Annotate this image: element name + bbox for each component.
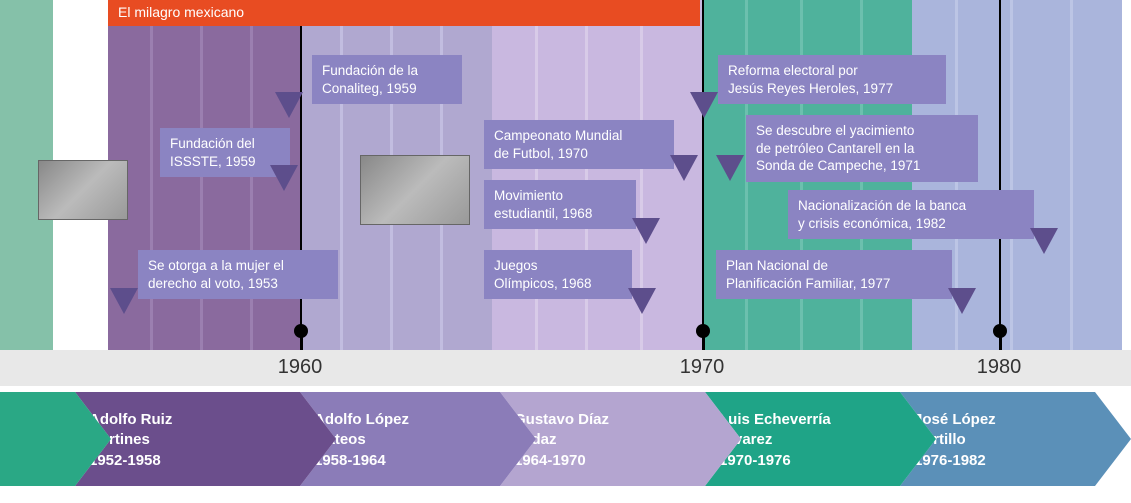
bg-stripe bbox=[1070, 0, 1073, 350]
presidents-row: Adolfo RuizCortines1952-1958Adolfo López… bbox=[0, 392, 1131, 486]
arrow-down-icon bbox=[1030, 228, 1058, 254]
axis-arrow-icon bbox=[1113, 350, 1131, 386]
event-box: JuegosOlímpicos, 1968 bbox=[484, 250, 632, 299]
axis-dot-icon bbox=[696, 324, 710, 338]
arrow-down-icon bbox=[632, 218, 660, 244]
event-box: Fundación de laConaliteg, 1959 bbox=[312, 55, 462, 104]
era-banner: El milagro mexicano bbox=[108, 0, 700, 26]
president-arrow bbox=[0, 392, 75, 486]
axis-year-label: 1960 bbox=[278, 356, 323, 379]
event-box: Reforma electoral porJesús Reyes Heroles… bbox=[718, 55, 946, 104]
event-box: Se descubre el yacimientode petróleo Can… bbox=[746, 115, 978, 182]
photo-placeholder bbox=[360, 155, 470, 225]
time-axis: 1960 1970 1980 bbox=[0, 350, 1131, 386]
decade-divider bbox=[702, 0, 704, 350]
axis-dot-icon bbox=[993, 324, 1007, 338]
timeline-diagram: El milagro mexicano Fundación de laConali… bbox=[0, 0, 1131, 503]
arrow-down-icon bbox=[110, 288, 138, 314]
arrow-down-icon bbox=[270, 165, 298, 191]
event-box: Movimientoestudiantil, 1968 bbox=[484, 180, 636, 229]
bg-stripe bbox=[1010, 0, 1013, 350]
arrow-down-icon bbox=[670, 155, 698, 181]
decade-divider bbox=[999, 0, 1001, 350]
photo-placeholder bbox=[38, 160, 128, 220]
event-box: Plan Nacional dePlanificación Familiar, … bbox=[716, 250, 952, 299]
bg-stripe bbox=[340, 0, 343, 350]
arrow-down-icon bbox=[628, 288, 656, 314]
upper-region: El milagro mexicano Fundación de laConali… bbox=[0, 0, 1131, 350]
axis-dot-icon bbox=[294, 324, 308, 338]
arrow-down-icon bbox=[948, 288, 976, 314]
axis-year-label: 1980 bbox=[977, 356, 1022, 379]
event-box: Se otorga a la mujer elderecho al voto, … bbox=[138, 250, 338, 299]
event-box: Campeonato Mundialde Futbol, 1970 bbox=[484, 120, 674, 169]
arrow-down-icon bbox=[716, 155, 744, 181]
arrow-down-icon bbox=[690, 92, 718, 118]
event-box: Nacionalización de la bancay crisis econ… bbox=[788, 190, 1034, 239]
arrow-down-icon bbox=[275, 92, 303, 118]
axis-year-label: 1970 bbox=[680, 356, 725, 379]
